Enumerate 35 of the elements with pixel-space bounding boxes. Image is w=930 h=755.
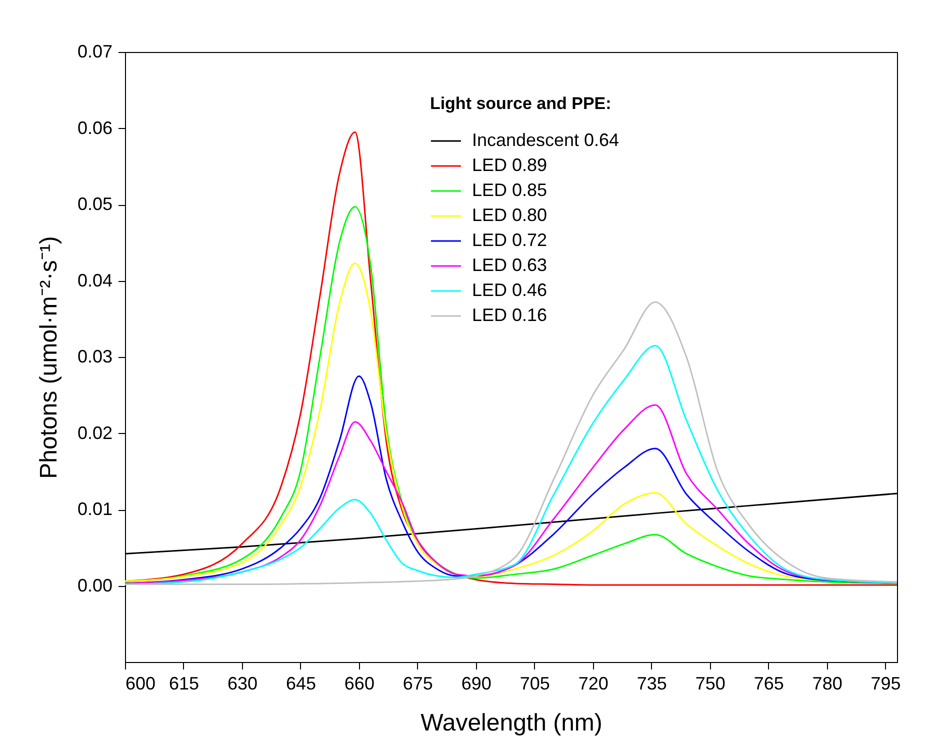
x-axis-title: Wavelength (nm) [420, 710, 602, 736]
y-axis-title: Photons (umol·m⁻²·s⁻¹) [35, 236, 62, 479]
x-tick-label: 750 [695, 674, 726, 694]
legend-label: LED 0.16 [472, 305, 548, 325]
x-tick-label: 630 [227, 674, 258, 694]
x-tick-label: 720 [578, 674, 608, 694]
y-tick-label: 0.04 [77, 270, 112, 290]
x-tick-label: 645 [286, 674, 316, 694]
legend-label: LED 0.80 [472, 205, 548, 225]
x-tick-label: 675 [402, 674, 433, 694]
line-series [125, 131, 897, 586]
x-tick-label: 690 [461, 674, 492, 694]
line-series [125, 206, 897, 584]
x-tick-label: 795 [870, 674, 901, 694]
y-tick-label: 0.06 [77, 118, 112, 138]
legend-label: LED 0.85 [472, 180, 548, 200]
x-tick-label: 780 [812, 674, 842, 694]
y-tick-label: 0.05 [77, 194, 112, 214]
x-tick-label: 600 [126, 674, 156, 694]
x-tick-label: 660 [344, 674, 374, 694]
legend-title: Light source and PPE: [430, 94, 612, 113]
x-tick-label: 615 [168, 674, 200, 694]
x-tick-label: 705 [520, 674, 550, 694]
legend-label: LED 0.89 [472, 155, 548, 175]
legend-label: Incandescent 0.64 [472, 130, 620, 150]
y-tick-label: 0.03 [77, 346, 112, 366]
x-tick-label: 765 [754, 674, 784, 694]
y-tick-label: 0.02 [77, 422, 112, 443]
legend-label: LED 0.46 [472, 280, 548, 300]
x-tick-label: 735 [636, 674, 667, 694]
y-tick-label: 0.00 [77, 575, 112, 596]
y-tick-label: 0.07 [77, 42, 112, 62]
legend-label: LED 0.72 [472, 230, 548, 250]
y-tick-label: 0.01 [77, 499, 112, 519]
legend-label: LED 0.63 [472, 255, 548, 275]
